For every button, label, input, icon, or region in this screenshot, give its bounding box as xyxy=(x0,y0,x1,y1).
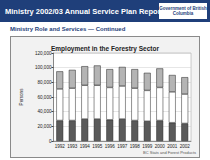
svg-text:20,000: 20,000 xyxy=(37,124,51,129)
svg-text:1993: 1993 xyxy=(67,144,78,149)
svg-text:Employment in the Forestry Sec: Employment in the Forestry Sector xyxy=(51,45,159,53)
html-text:Ministry 2002/03 Annual Servic: Ministry 2002/03 Annual Service Plan Rep… xyxy=(5,7,164,16)
svg-text:1999: 1999 xyxy=(142,144,153,149)
svg-text:1994: 1994 xyxy=(80,144,91,149)
html-text:BC Stats and Forest Products: BC Stats and Forest Products xyxy=(143,150,196,155)
svg-text:60,000: 60,000 xyxy=(37,95,51,100)
html-text:Ministry Role and Services — C: Ministry Role and Services — Continued xyxy=(10,26,126,32)
svg-text:120,000: 120,000 xyxy=(35,51,52,56)
svg-text:2002: 2002 xyxy=(180,144,191,149)
svg-text:80,000: 80,000 xyxy=(37,80,51,85)
svg-text:1992: 1992 xyxy=(55,144,66,149)
svg-text:40,000: 40,000 xyxy=(37,109,51,114)
svg-text:Persons: Persons xyxy=(19,88,24,106)
svg-text:2000: 2000 xyxy=(155,144,166,149)
svg-text:100,000: 100,000 xyxy=(35,65,52,70)
html-text:Government of British Columbia: Government of British Columbia xyxy=(159,5,207,16)
svg-text:1998: 1998 xyxy=(130,144,141,149)
svg-text:2001: 2001 xyxy=(167,144,178,149)
svg-text:1995: 1995 xyxy=(92,144,103,149)
svg-text:1996: 1996 xyxy=(105,144,116,149)
svg-text:0: 0 xyxy=(49,139,52,144)
svg-text:1997: 1997 xyxy=(117,144,128,149)
